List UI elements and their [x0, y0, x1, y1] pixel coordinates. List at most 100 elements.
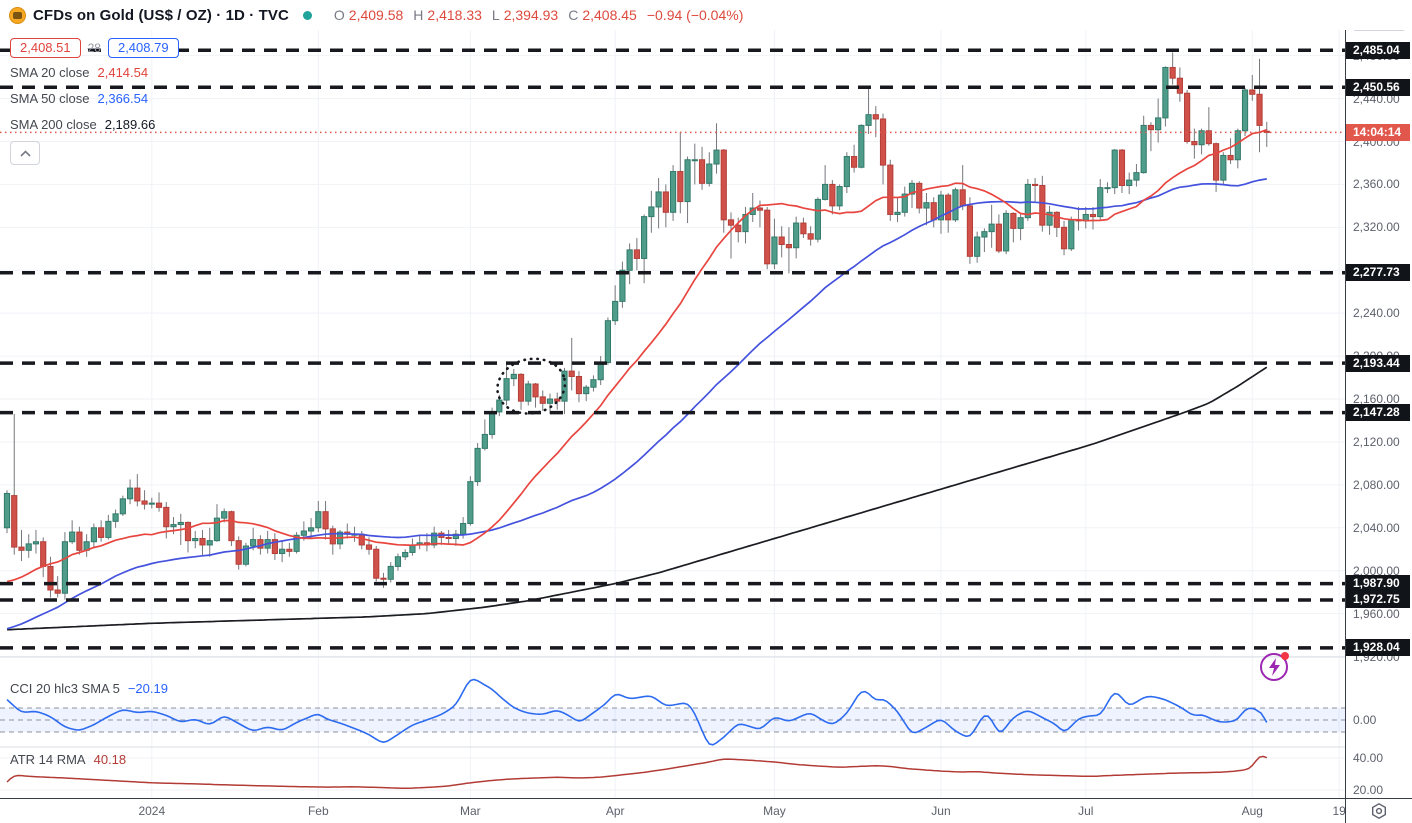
atr-line: [6, 755, 1268, 790]
candle-body: [793, 222, 800, 249]
sma50-label: SMA 50 close: [10, 90, 90, 106]
candle-body: [148, 502, 155, 505]
candle-body: [988, 223, 995, 233]
ask-price-label[interactable]: 2,408.79: [107, 38, 179, 58]
candle-body: [445, 536, 452, 540]
candle-body: [47, 565, 54, 591]
sma200-value: 2,189.66: [104, 116, 156, 132]
cci-title: CCI 20 hlc3 SMA 5: [10, 681, 120, 696]
gold-symbol-icon: [9, 6, 26, 24]
bid-price-label[interactable]: 2,408.51: [10, 38, 81, 58]
price-axis[interactable]: USD ⌄ 1,920.001,960.002,000.002,040.002,…: [1346, 0, 1412, 798]
price-level-label[interactable]: 2,277.73: [1346, 264, 1410, 282]
price-level-label[interactable]: 2,450.56: [1346, 78, 1410, 96]
candle-body: [756, 207, 764, 211]
sma20-label: SMA 20 close: [10, 64, 90, 80]
candle-body: [648, 206, 655, 218]
candle-body: [633, 249, 640, 259]
change-value: −0.94 (−0.04%): [646, 7, 744, 23]
candle-body: [496, 399, 503, 413]
candle-body: [1256, 93, 1263, 126]
candle-body: [807, 233, 814, 240]
candle-body: [1169, 66, 1176, 79]
candle-body: [163, 506, 170, 528]
low-label: L: [491, 7, 500, 23]
symbol-title[interactable]: CFDs on Gold (US$ / OZ) · 1D · TVC: [33, 6, 289, 24]
candle-body: [1147, 124, 1155, 131]
candle-body: [11, 495, 18, 548]
sma50-value: 2,366.54: [97, 90, 149, 106]
price-level-label[interactable]: 2,147.28: [1346, 404, 1410, 422]
candle-body: [669, 171, 677, 213]
price-tick-label: 2,000.00: [1353, 563, 1400, 578]
price-level-label[interactable]: 1,928.04: [1346, 639, 1410, 657]
candle-body: [916, 182, 923, 209]
candle-body: [61, 541, 69, 594]
candle-body: [995, 223, 1002, 252]
candle-body: [778, 236, 785, 246]
candle-body: [1068, 219, 1075, 250]
candle-body: [981, 231, 988, 238]
candle-body: [814, 198, 821, 240]
ellipse-annotation[interactable]: [492, 353, 570, 420]
candle-body: [1162, 66, 1169, 119]
candle-body: [329, 528, 336, 545]
candle-body: [517, 373, 525, 402]
price-tick-label: 2,120.00: [1353, 434, 1400, 449]
candle-body: [800, 222, 807, 235]
open-value: 2,409.58: [348, 7, 404, 23]
price-level-label[interactable]: 2,193.44: [1346, 354, 1410, 372]
bid-ask-row: 2,408.51 28 2,408.79: [10, 37, 179, 59]
candle-body: [930, 202, 937, 221]
candle-body: [1227, 154, 1234, 161]
candle-body: [177, 521, 184, 526]
candle-body: [32, 541, 40, 545]
price-tick-label: 2,160.00: [1353, 392, 1400, 407]
candle-body: [908, 182, 916, 195]
candle-body: [735, 224, 742, 233]
candle-body: [467, 481, 474, 524]
candle-body: [872, 114, 879, 120]
candle-body: [1191, 141, 1198, 146]
candle-body: [170, 524, 177, 528]
events-lightning-icon[interactable]: [1258, 649, 1292, 690]
candle-body: [959, 189, 966, 207]
sma20-legend-row[interactable]: SMA 20 close 2,414.54: [10, 59, 179, 85]
sma200-legend-row[interactable]: SMA 200 close 2,189.66: [10, 111, 179, 137]
candle-body: [865, 114, 872, 126]
candle-body: [1111, 149, 1118, 189]
price-tick-label: 2,080.00: [1353, 477, 1400, 492]
candle-body: [727, 219, 735, 226]
candle-body: [293, 534, 300, 552]
candle-body: [532, 383, 539, 398]
price-level-label[interactable]: 1,972.75: [1346, 591, 1410, 609]
bar-countdown-label[interactable]: 14:04:14: [1346, 123, 1410, 141]
axis-settings-icon[interactable]: [1370, 802, 1388, 823]
candle-body: [894, 211, 901, 215]
candle-body: [641, 216, 648, 259]
atr-pane-legend[interactable]: ATR 14 RMA 40.18: [10, 752, 126, 767]
candle-body: [474, 447, 481, 483]
cci-pane-legend[interactable]: CCI 20 hlc3 SMA 5 −20.19: [10, 681, 168, 696]
time-axis[interactable]: 2024 Feb Mar Apr May Jun Jul Aug 19: [0, 799, 1412, 823]
candle-body: [764, 209, 771, 265]
price-level-label[interactable]: 2,485.04: [1346, 41, 1410, 59]
candle-body: [322, 511, 329, 530]
low-value: 2,394.93: [503, 7, 559, 23]
candle-body: [843, 156, 850, 188]
candle-body: [546, 398, 554, 404]
candle-body: [604, 320, 612, 364]
market-status-icon[interactable]: [302, 10, 312, 20]
candle-body: [206, 540, 213, 546]
price-level-label[interactable]: 1,987.90: [1346, 575, 1410, 593]
candle-body: [365, 544, 373, 550]
candle-body: [488, 411, 496, 435]
collapse-legend-button[interactable]: [10, 141, 40, 165]
time-tick-label: Aug: [1241, 804, 1263, 818]
candle-body: [1060, 226, 1068, 250]
candle-body: [1089, 213, 1097, 218]
sma50-legend-row[interactable]: SMA 50 close 2,366.54: [10, 85, 179, 111]
candle-body: [3, 492, 11, 529]
